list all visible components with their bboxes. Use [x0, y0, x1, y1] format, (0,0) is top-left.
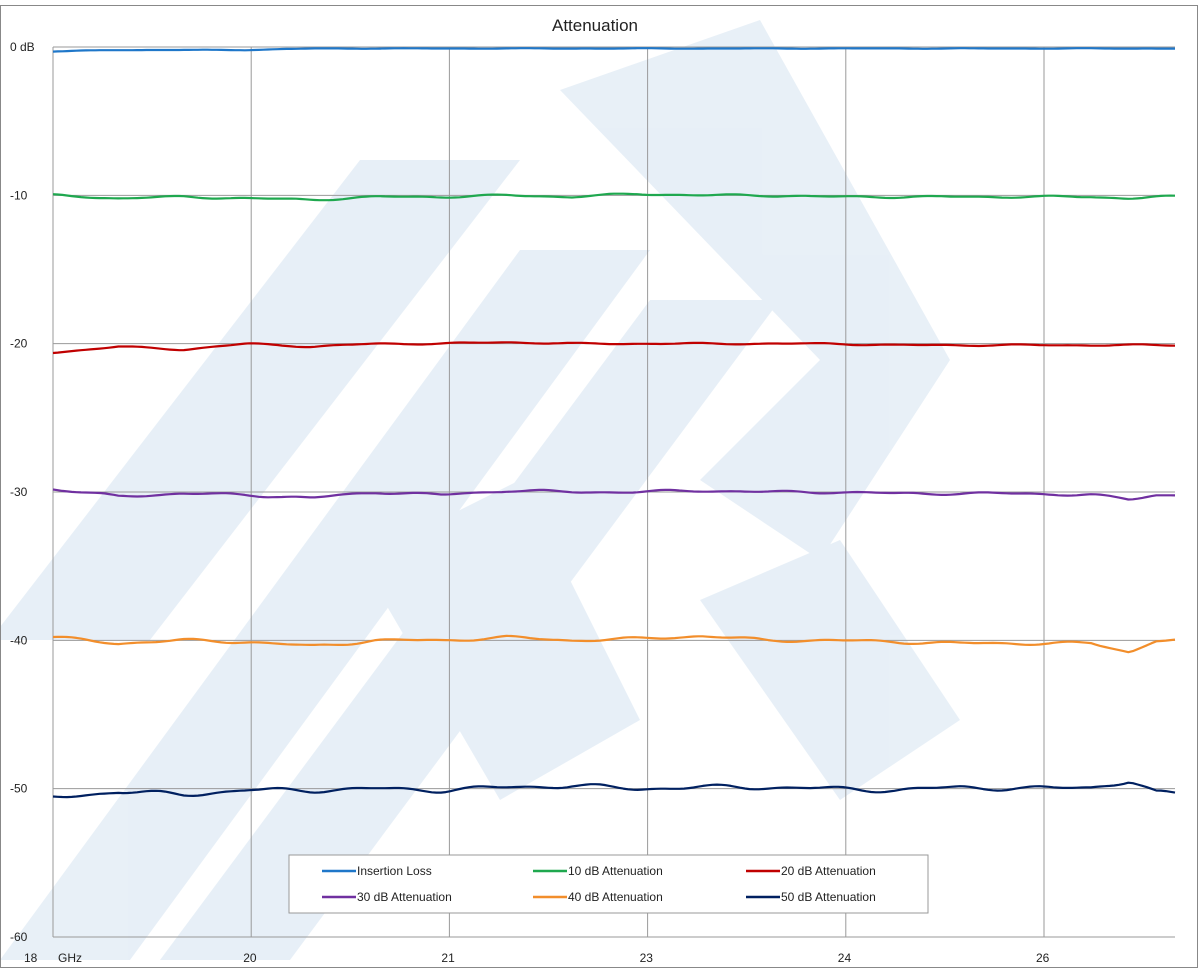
- series-lines: [52, 47, 1176, 799]
- y-tick-label: -30: [10, 485, 28, 499]
- y-tick-label: -40: [10, 633, 28, 647]
- series-line-1: [52, 47, 1175, 53]
- y-axis-ticks: 0 dB -10 -20 -30 -40 -50 -60: [10, 40, 35, 944]
- x-axis-label: GHz: [58, 951, 82, 965]
- watermark-logo: [0, 20, 960, 960]
- y-tick-label: 0 dB: [10, 40, 35, 54]
- legend-label: Insertion Loss: [357, 864, 432, 878]
- series-line-5: [52, 634, 1176, 654]
- x-tick-label: 26: [1036, 951, 1050, 965]
- series-line-4: [52, 488, 1176, 501]
- legend: Insertion Loss 10 dB Attenuation 20 dB Att…: [288, 854, 929, 914]
- series-line-3: [52, 341, 1176, 355]
- x-tick-label: 23: [640, 951, 654, 965]
- series-line-6: [52, 781, 1176, 799]
- y-tick-label: -60: [10, 930, 28, 944]
- y-tick-label: -10: [10, 188, 28, 202]
- x-tick-label: 20: [243, 951, 257, 965]
- series-line-2: [52, 192, 1176, 202]
- plot-area: [0, 5, 1198, 968]
- x-tick-label: 18: [24, 951, 38, 965]
- legend-label: 40 dB Attenuation: [568, 890, 663, 904]
- legend-box: [288, 854, 929, 914]
- x-tick-label: 24: [838, 951, 852, 965]
- legend-label: 30 dB Attenuation: [357, 890, 452, 904]
- x-tick-label: 21: [441, 951, 455, 965]
- chart-title: Attenuation: [552, 16, 638, 35]
- legend-label: 50 dB Attenuation: [781, 890, 876, 904]
- legend-label: 20 dB Attenuation: [781, 864, 876, 878]
- x-axis-ticks: 18 20 21 23 24 26: [24, 951, 1050, 965]
- y-tick-label: -20: [10, 337, 28, 351]
- y-tick-label: -50: [10, 782, 28, 796]
- legend-label: 10 dB Attenuation: [568, 864, 663, 878]
